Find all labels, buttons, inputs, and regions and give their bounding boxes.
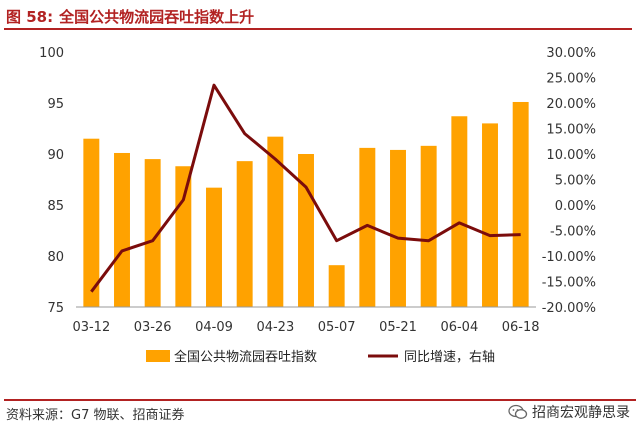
right-tick-label: -5.00%	[550, 225, 596, 240]
bar	[420, 145, 437, 307]
right-axis: -20.00% -15.00% -10.00% -5.00% 0.00% 5.00% 10.…	[542, 46, 596, 316]
bar	[298, 154, 314, 307]
right-tick-label: 25.00%	[546, 72, 596, 87]
x-tick-label: 06-04	[440, 320, 478, 335]
watermark-text: 招商宏观静思录	[532, 405, 630, 421]
left-tick-label: 90	[47, 148, 64, 163]
footer-divider	[4, 399, 636, 401]
bar	[175, 166, 192, 307]
x-tick-label: 04-23	[256, 320, 294, 335]
figure-title-text: 全国公共物流园吞吐指数上升	[59, 8, 255, 26]
right-tick-label: 5.00%	[555, 174, 596, 189]
source-note: 资料来源：G7 物联、招商证券	[6, 408, 185, 423]
left-tick-label: 75	[47, 301, 64, 316]
bar	[206, 187, 222, 307]
x-tick-label: 05-21	[379, 320, 417, 335]
x-tick-label: 03-26	[134, 320, 172, 335]
x-tick-label: 06-18	[502, 320, 540, 335]
bar	[144, 159, 161, 307]
legend-line-label: 同比增速，右轴	[404, 350, 495, 365]
bar	[482, 123, 498, 308]
title-bar: 图 58: 全国公共物流园吞吐指数上升	[4, 4, 632, 30]
figure-label: 图 58:	[6, 8, 54, 26]
right-tick-label: 20.00%	[546, 97, 596, 112]
x-tick-label: 03-12	[72, 320, 110, 335]
right-tick-label: 15.00%	[546, 123, 596, 138]
right-tick-label: -15.00%	[542, 276, 596, 291]
left-tick-label: 100	[39, 46, 64, 61]
bar-series	[83, 101, 529, 308]
watermark: 招商宏观静思录	[508, 402, 630, 422]
bar	[114, 152, 130, 307]
legend-bar-label: 全国公共物流园吞吐指数	[174, 349, 317, 365]
bar	[236, 161, 253, 307]
bar	[512, 101, 529, 307]
combo-chart: 75 80 85 90 95 100 -20.00% -15.00% -10.00% -5.00…	[39, 46, 596, 365]
bar	[451, 116, 468, 307]
right-tick-label: 30.00%	[546, 46, 596, 61]
bar	[328, 265, 345, 307]
bar	[359, 147, 376, 307]
wechat-icon	[508, 404, 528, 419]
legend-bar-swatch	[146, 350, 170, 362]
legend: 全国公共物流园吞吐指数 同比增速，右轴	[146, 349, 495, 365]
bar	[267, 136, 284, 307]
line-series	[90, 83, 521, 293]
left-tick-label: 95	[47, 97, 64, 112]
figure-title: 图 58: 全国公共物流园吞吐指数上升	[6, 6, 254, 27]
x-tick-label: 04-09	[195, 320, 233, 335]
right-tick-label: -20.00%	[542, 301, 596, 316]
left-tick-label: 80	[47, 250, 64, 265]
right-tick-label: -10.00%	[542, 250, 596, 265]
x-axis: 03-12 03-26 04-09 04-23 05-07 05-21 06-04 06-18	[72, 320, 539, 335]
bar	[390, 149, 406, 307]
right-tick-label: 10.00%	[546, 148, 596, 163]
right-tick-label: 0.00%	[555, 199, 596, 214]
bar	[83, 138, 100, 307]
x-tick-label: 05-07	[318, 320, 356, 335]
growth-line	[90, 83, 521, 293]
left-tick-label: 85	[47, 199, 64, 214]
left-axis: 75 80 85 90 95 100	[39, 46, 64, 316]
